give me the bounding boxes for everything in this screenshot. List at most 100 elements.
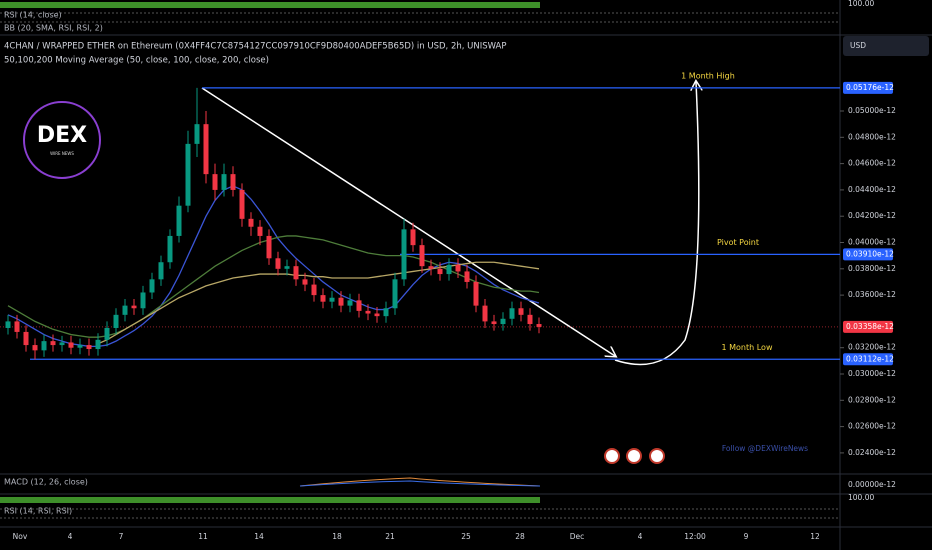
candle-body xyxy=(311,284,317,296)
candle-body xyxy=(428,266,434,269)
x-tick-label: Dec xyxy=(570,532,585,541)
event-icon[interactable] xyxy=(604,448,620,464)
watermark: Follow @DEXWireNews xyxy=(722,444,808,453)
candle-body xyxy=(167,235,173,263)
candle-body xyxy=(374,313,380,317)
candle-body xyxy=(401,229,407,280)
y-tick-label: 0.02400e-12 xyxy=(848,448,896,457)
candle-body xyxy=(86,345,92,350)
indicator-label: 50,100,200 Moving Average (50, close, 10… xyxy=(4,56,269,66)
candle-body xyxy=(320,295,326,302)
level-axis-label: 0.05176e-12 xyxy=(846,83,894,92)
rsi-band xyxy=(0,497,540,503)
level-name: 1 Month High xyxy=(681,71,735,80)
x-tick-label: 12 xyxy=(810,532,820,541)
y-tick-label: 0.04000e-12 xyxy=(848,238,896,247)
bb-label: BB (20, SMA, RSI, RSI, 2) xyxy=(4,24,103,33)
x-tick-label: 14 xyxy=(254,532,264,541)
candle-body xyxy=(140,292,146,309)
projection-arrow xyxy=(614,82,699,366)
currency[interactable]: USD xyxy=(850,41,866,50)
candle-body xyxy=(347,300,353,306)
candle-body xyxy=(473,281,479,306)
last-price-label: 0.03358e-12 xyxy=(846,322,894,331)
x-tick-label: 4 xyxy=(68,532,73,541)
last-price-box xyxy=(843,320,893,333)
candle-body xyxy=(221,174,227,190)
rsi-axis-label: 100.00 xyxy=(848,0,874,8)
candle-body xyxy=(266,235,272,259)
currency-button[interactable] xyxy=(843,36,929,56)
candle-body xyxy=(176,205,182,236)
trend-line xyxy=(201,87,615,356)
y-tick-label: 0.04200e-12 xyxy=(848,211,896,220)
candle-body xyxy=(212,174,218,190)
candle-body xyxy=(14,321,20,332)
rsi-label: RSI (14, close) xyxy=(4,11,62,20)
candle-body xyxy=(59,342,65,346)
x-tick-label: 25 xyxy=(461,532,471,541)
candle-body xyxy=(23,331,29,346)
candle-body xyxy=(356,300,362,311)
candle-body xyxy=(131,305,137,309)
candle-body xyxy=(185,143,191,206)
x-tick-label: 21 xyxy=(385,532,395,541)
candle-body xyxy=(257,226,263,236)
candle-body xyxy=(77,345,83,348)
candle-body xyxy=(104,327,110,340)
x-tick-label: Nov xyxy=(13,532,28,541)
level-axis-label: 0.03112e-12 xyxy=(846,354,894,363)
candle-body xyxy=(122,305,128,315)
level-axis-label: 0.03910e-12 xyxy=(846,249,894,258)
event-icon[interactable] xyxy=(649,448,665,464)
candle-body xyxy=(419,245,425,267)
candle-body xyxy=(284,266,290,269)
macd-label: MACD (12, 26, close) xyxy=(4,478,88,487)
level-axis-box xyxy=(843,353,893,366)
candle-body xyxy=(383,308,389,317)
macd-axis-label: 0.00000e-12 xyxy=(848,480,896,489)
candle-body xyxy=(329,297,335,302)
y-tick-label: 0.02800e-12 xyxy=(848,395,896,404)
rsi-band xyxy=(0,2,540,8)
logo-name: DEX xyxy=(37,123,87,148)
candle-body xyxy=(500,318,506,325)
logo-ring xyxy=(23,101,101,179)
logo-tagline: WIRE NEWS xyxy=(50,151,74,156)
event-icon[interactable] xyxy=(626,448,642,464)
candle-body xyxy=(275,258,281,269)
candle-body xyxy=(446,264,452,275)
chart-title: 4CHAN / WRAPPED ETHER on Ethereum (0X4FF… xyxy=(4,42,507,52)
x-tick-label: 7 xyxy=(119,532,124,541)
candle-body xyxy=(230,174,236,190)
candle-body xyxy=(68,342,74,348)
candle-body xyxy=(203,124,209,175)
level-axis-box xyxy=(843,248,893,261)
moving-average xyxy=(97,261,540,345)
candle-body xyxy=(518,308,524,315)
y-tick-label: 0.04600e-12 xyxy=(848,159,896,168)
x-tick-label: 11 xyxy=(198,532,208,541)
candle-body xyxy=(41,341,47,351)
y-tick-label: 0.03000e-12 xyxy=(848,369,896,378)
level-name: 1 Month Low xyxy=(721,343,772,352)
level-axis-box xyxy=(843,81,893,94)
candle-body xyxy=(158,262,164,280)
candle-body xyxy=(365,310,371,314)
y-tick-label: 0.03200e-12 xyxy=(848,343,896,352)
candle-body xyxy=(5,321,11,328)
level-name: Pivot Point xyxy=(717,238,759,247)
y-tick-label: 0.03600e-12 xyxy=(848,290,896,299)
candle-body xyxy=(50,341,56,346)
y-tick-label: 0.02600e-12 xyxy=(848,422,896,431)
candle-body xyxy=(482,305,488,322)
candle-body xyxy=(149,279,155,293)
candle-body xyxy=(491,321,497,325)
candle-body xyxy=(239,189,245,219)
candle-body xyxy=(32,345,38,351)
candle-body xyxy=(455,264,461,272)
candle-body xyxy=(194,124,200,144)
candle-body xyxy=(527,314,533,325)
y-tick-label: 0.04800e-12 xyxy=(848,132,896,141)
